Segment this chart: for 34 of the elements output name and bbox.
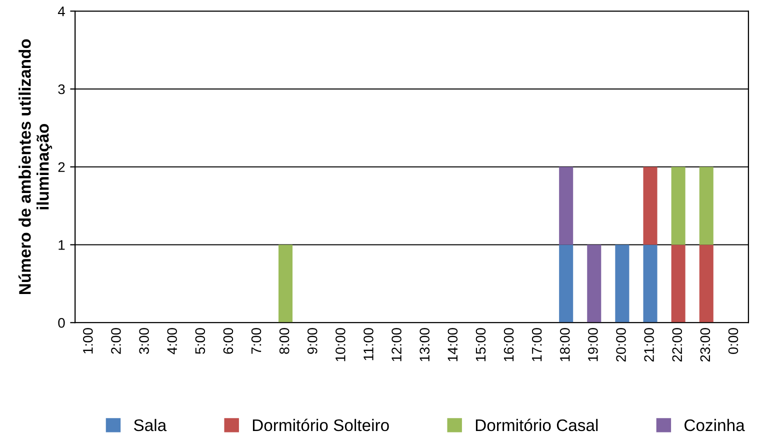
x-tick-label: 10:00 bbox=[336, 328, 346, 362]
x-tick-label: 12:00 bbox=[392, 328, 402, 362]
x-tick-label: 9:00 bbox=[307, 328, 318, 354]
x-tick-label: 19:00 bbox=[588, 328, 598, 362]
x-tick-label: 14:00 bbox=[448, 328, 458, 362]
x-tick-label: 1:00 bbox=[83, 328, 93, 354]
legend-label: Cozinha bbox=[684, 418, 745, 432]
x-tick-label: 5:00 bbox=[195, 328, 206, 354]
x-tick-label: 11:00 bbox=[364, 328, 374, 360]
x-tick-label: 3:00 bbox=[139, 328, 149, 354]
x-tick-label: 17:00 bbox=[532, 328, 542, 362]
y-tick-label: 0 bbox=[58, 318, 65, 328]
x-tick-label: 4:00 bbox=[167, 328, 178, 354]
y-tick-label: 4 bbox=[58, 6, 65, 16]
x-tick-label: 13:00 bbox=[420, 328, 430, 362]
y-tick-label: 3 bbox=[58, 84, 65, 94]
x-tick-label: 16:00 bbox=[504, 328, 514, 362]
x-tick-label: 21:00 bbox=[644, 328, 654, 362]
y-axis-title: Número de ambientes utilizando iluminação bbox=[18, 39, 52, 294]
legend-label: Sala bbox=[134, 418, 167, 432]
x-tick-label: 8:00 bbox=[279, 328, 290, 354]
y-tick-label: 1 bbox=[58, 240, 65, 250]
legend-label: Dormitório Solteiro bbox=[252, 418, 389, 432]
x-tick-label: 7:00 bbox=[251, 328, 262, 354]
x-tick-label: 20:00 bbox=[616, 328, 626, 362]
x-tick-label: 22:00 bbox=[672, 328, 682, 362]
x-tick-label: 15:00 bbox=[476, 328, 486, 362]
x-tick-label: 18:00 bbox=[560, 328, 570, 362]
y-tick-label: 2 bbox=[58, 162, 65, 172]
x-tick-label: 2:00 bbox=[111, 328, 121, 354]
x-tick-label: 6:00 bbox=[223, 328, 234, 354]
x-tick-label: 23:00 bbox=[700, 328, 710, 362]
legend-label: Dormitório Casal bbox=[476, 418, 598, 432]
x-tick-label: 0:00 bbox=[728, 328, 738, 354]
